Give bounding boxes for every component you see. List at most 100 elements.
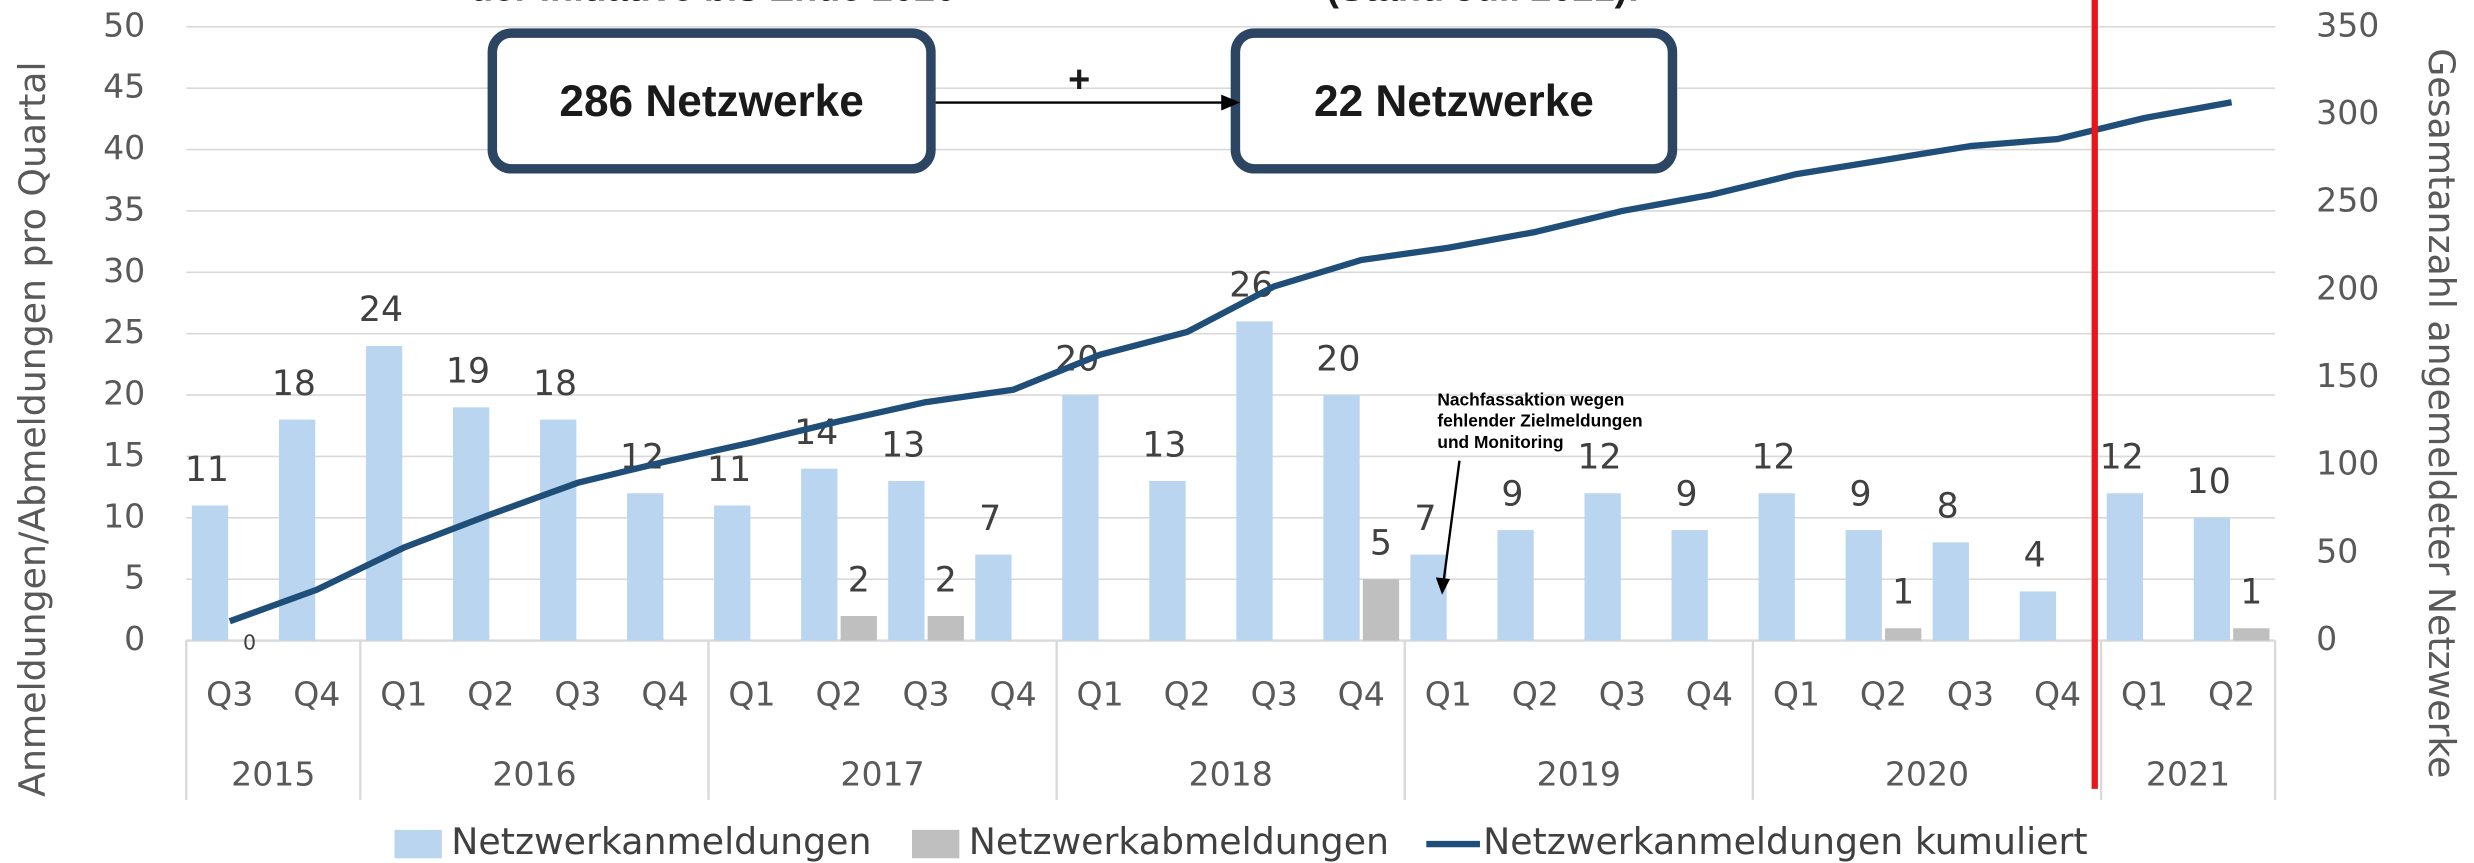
x-tick-label: Q1 bbox=[728, 674, 775, 713]
x-tick-label: Q2 bbox=[1164, 674, 1211, 713]
x-tick-label: Q3 bbox=[206, 674, 253, 713]
x-tick-label: Q3 bbox=[902, 674, 949, 713]
data-label: 1 bbox=[2240, 573, 2262, 613]
x-tick-label: Q3 bbox=[1599, 674, 1646, 713]
data-label: 2 bbox=[848, 560, 870, 600]
bar bbox=[365, 345, 403, 641]
x-tick-label: Q3 bbox=[1947, 674, 1994, 713]
bar bbox=[1323, 395, 1360, 641]
x-tick-label: Q3 bbox=[1251, 674, 1298, 713]
x-tick-label: Q2 bbox=[2208, 674, 2255, 713]
line bbox=[228, 99, 2233, 625]
x-tick-label: Q4 bbox=[641, 674, 688, 713]
top-text: der Initiative bis Ende 2020 bbox=[470, 0, 956, 10]
y2-tick-label: 350 bbox=[2316, 5, 2379, 44]
data-label: 18 bbox=[272, 364, 316, 404]
data-label: 12 bbox=[2100, 438, 2144, 478]
data-label: 0 bbox=[243, 631, 256, 655]
data-label: 4 bbox=[2024, 536, 2046, 576]
legend-swatch bbox=[394, 829, 442, 859]
y2-tick-label: 100 bbox=[2316, 444, 2379, 483]
group-label: 2016 bbox=[492, 755, 576, 794]
x-tick-label: Q4 bbox=[2034, 674, 2081, 713]
bar bbox=[191, 505, 229, 641]
data-label: 7 bbox=[1414, 499, 1436, 539]
legend-label: Netzwerkanmeldungen bbox=[451, 820, 871, 863]
y-tick-label: 25 bbox=[103, 312, 145, 351]
annotation: Nachfassaktion wegen bbox=[1437, 389, 1624, 409]
bar bbox=[1932, 542, 1969, 641]
bar bbox=[1584, 493, 1621, 641]
bar bbox=[714, 505, 751, 641]
bar bbox=[1497, 530, 1534, 641]
x-tick-label: Q1 bbox=[1773, 674, 1820, 713]
data-label: 5 bbox=[1370, 523, 1392, 563]
x-tick-label: Q2 bbox=[815, 674, 862, 713]
data-label: 13 bbox=[881, 425, 925, 465]
bar bbox=[1062, 395, 1099, 641]
y2-axis-title: Gesamtanzahl angemeldeter Netzwerke bbox=[2420, 48, 2463, 778]
y-tick-label: 30 bbox=[103, 251, 145, 290]
y2-tick-label: 200 bbox=[2316, 268, 2379, 307]
bar bbox=[627, 493, 664, 641]
x-tick-label: Q1 bbox=[380, 674, 427, 713]
data-label: 9 bbox=[1501, 474, 1523, 514]
y2-tick-label: 150 bbox=[2316, 356, 2379, 395]
x-tick-label: Q1 bbox=[1077, 674, 1124, 713]
data-label: 12 bbox=[1751, 438, 1795, 478]
x-tick-label: Q3 bbox=[554, 674, 601, 713]
y-tick-label: 50 bbox=[103, 5, 145, 44]
x-tick-label: Q4 bbox=[293, 674, 340, 713]
y2-tick-label: 50 bbox=[2316, 531, 2358, 570]
data-label: 10 bbox=[2187, 462, 2231, 502]
bar bbox=[1845, 530, 1882, 641]
data-label: 7 bbox=[979, 499, 1001, 539]
y-axis-title: Anmeldungen/Abmeldungen pro Quartal bbox=[11, 61, 54, 796]
group-label: 2020 bbox=[1885, 755, 1969, 794]
bar bbox=[1362, 579, 1400, 641]
bar bbox=[888, 480, 925, 641]
data-label: 2 bbox=[935, 560, 957, 600]
bar bbox=[1149, 480, 1186, 641]
group-label: 2019 bbox=[1537, 755, 1621, 794]
bar bbox=[840, 615, 877, 641]
annotation: fehlender Zielmeldungen bbox=[1437, 411, 1642, 431]
data-label: 13 bbox=[1142, 425, 1186, 465]
y-tick-label: 10 bbox=[103, 496, 145, 535]
y-tick-label: 45 bbox=[103, 67, 145, 106]
connector-text: + bbox=[1068, 59, 1090, 101]
y2-tick-label: 0 bbox=[2316, 619, 2337, 658]
summary-box-text: 22 Netzwerke bbox=[1314, 77, 1594, 126]
bar bbox=[278, 419, 316, 641]
y2-tick-label: 250 bbox=[2316, 181, 2379, 220]
y-tick-label: 0 bbox=[124, 619, 145, 658]
bar bbox=[975, 554, 1012, 641]
x-tick-label: Q4 bbox=[1338, 674, 1385, 713]
bar bbox=[540, 419, 577, 641]
bar bbox=[1410, 554, 1447, 641]
x-tick-label: Q4 bbox=[1686, 674, 1733, 713]
legend-label: Netzwerkabmeldungen bbox=[969, 820, 1389, 863]
bar bbox=[801, 468, 838, 641]
data-label: 19 bbox=[446, 352, 490, 392]
x-tick-label: Q4 bbox=[990, 674, 1037, 713]
annotation-arrow bbox=[1442, 460, 1461, 581]
y-tick-label: 40 bbox=[103, 128, 145, 167]
group-label: 2015 bbox=[231, 755, 315, 794]
data-label: 18 bbox=[533, 364, 577, 404]
bar bbox=[1671, 530, 1708, 641]
bar bbox=[2019, 591, 2056, 641]
x-tick-label: Q1 bbox=[2121, 674, 2168, 713]
x-tick-label: Q2 bbox=[1512, 674, 1559, 713]
bar bbox=[2193, 517, 2231, 641]
arrow-head bbox=[1221, 94, 1241, 111]
legend-swatch bbox=[911, 829, 960, 859]
group-label: 2021 bbox=[2146, 755, 2230, 794]
data-label: 9 bbox=[1850, 474, 1872, 514]
bar bbox=[1758, 493, 1795, 641]
legend-label: Netzwerkanmeldungen kumuliert bbox=[1483, 820, 2087, 863]
y-tick-label: 20 bbox=[103, 374, 145, 413]
summary-box-text: 286 Netzwerke bbox=[559, 77, 863, 126]
y-tick-label: 5 bbox=[124, 558, 145, 597]
